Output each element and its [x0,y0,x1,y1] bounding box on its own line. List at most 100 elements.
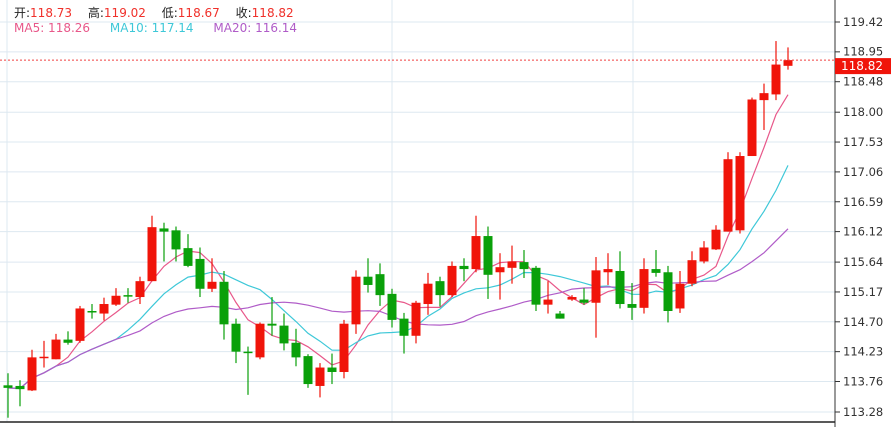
candle-body [159,228,169,232]
y-tick-label: 113.28 [843,405,883,419]
candle-body [579,299,589,303]
open-label: 开: [14,6,31,20]
high-value: 119.02 [103,6,146,20]
candle [63,331,73,345]
candle-body [111,295,121,305]
candle-body [171,230,181,250]
candle [699,241,709,264]
candle-body [255,323,265,358]
candle-body [315,367,325,386]
candle [531,265,541,312]
candle-body [615,270,625,305]
candle-body [723,159,733,232]
candle [207,258,217,292]
y-tick-label: 118.95 [843,45,883,59]
candle [231,318,241,364]
candle-body [435,281,445,296]
candle-body [147,227,157,282]
y-tick-label: 116.12 [843,225,883,239]
candle-body [243,351,253,354]
candle [723,152,733,232]
candle [255,322,265,360]
candle-body [699,247,709,262]
candle-body [207,281,217,289]
candle [411,300,421,344]
candle [759,83,769,130]
candle-body [303,356,313,385]
candle [15,380,25,407]
candle [171,226,181,262]
candle [183,234,193,268]
candle-body [327,367,337,372]
candle-body [507,261,517,268]
high-label: 高: [87,6,104,20]
candle-body [27,357,37,391]
candle-body [495,267,505,273]
y-tick-label: 113.76 [843,375,883,389]
candle-body [183,248,193,266]
candle-body [387,293,397,320]
y-tick-label: 119.42 [843,15,883,29]
candle-body [39,356,49,359]
candle [783,47,793,70]
candle [279,313,289,351]
candle [447,261,457,298]
y-tick-label: 115.64 [843,255,883,269]
candle [603,253,613,285]
candle [543,281,553,314]
candle-body [663,272,673,312]
candle-body [711,229,721,250]
candle-body [399,318,409,336]
candle-body [591,270,601,303]
candle [267,297,277,336]
candle-body [759,93,769,101]
candle [387,288,397,328]
candle [459,258,469,282]
candle [363,258,373,293]
low-value: 118.67 [177,6,220,20]
candle [351,270,361,334]
candle [99,297,109,321]
candle-body [483,236,493,275]
candle-body [63,339,73,343]
candle-body [531,267,541,305]
candle [195,247,205,298]
ma5-legend: MA5: 118.26 [14,21,91,35]
candle [315,363,325,398]
candle [123,288,133,303]
candle-body [735,156,745,231]
y-tick-label: 118.00 [843,105,883,119]
candle [159,222,169,262]
candle-body [651,269,661,273]
candle [327,353,337,385]
candle-body [783,60,793,66]
candle-body [375,274,385,296]
candle-body [3,385,13,388]
candle-body [123,295,133,297]
candle-body [135,281,145,298]
candle [747,97,757,157]
candle [135,276,145,305]
ma10-line [7,165,789,390]
ma20-legend: MA20: 116.14 [213,21,298,35]
candle-body [675,283,685,309]
candle [771,41,781,101]
candle [39,340,49,368]
ma-legend: MA5: 118.26 MA10: 117.14 MA20: 116.14 [14,21,313,35]
current-price-label: 118.82 [841,59,883,73]
candle-body [279,325,289,344]
close-label: 收: [235,6,252,20]
candle [639,258,649,314]
candle [579,288,589,305]
candle [303,354,313,388]
ma20-line [7,228,789,390]
y-tick-label: 115.17 [843,285,883,299]
candle-body [519,262,529,270]
candle [519,250,529,278]
candle-body [555,313,565,319]
candle-body [99,304,109,314]
y-tick-label: 114.23 [843,345,883,359]
low-label: 低: [161,6,178,20]
candle-body [87,311,97,313]
